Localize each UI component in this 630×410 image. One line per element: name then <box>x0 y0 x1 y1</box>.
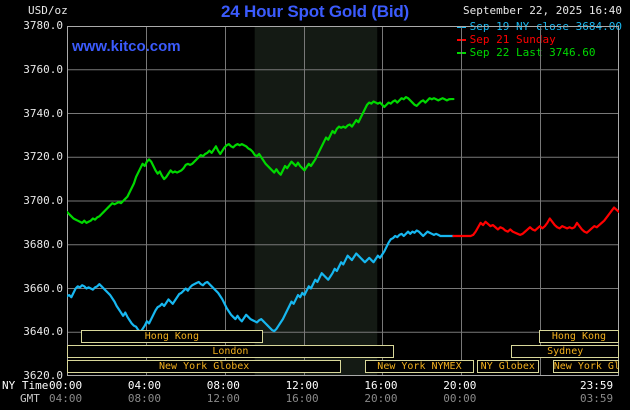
y-axis-unit-label: USD/oz <box>28 4 68 17</box>
price-chart-svg <box>67 26 619 376</box>
y-axis-tick-label: 3620.0 <box>23 369 63 382</box>
page-title: 24 Hour Spot Gold (Bid) <box>220 2 410 21</box>
price-series-line <box>452 206 619 238</box>
x-axis-ny-time-label: NY Time <box>2 379 49 392</box>
x-axis-ny-tick: 20:00 <box>443 379 477 392</box>
legend-item-label: Sep 21 Sunday <box>469 33 556 46</box>
session-bar: Hong Kong <box>538 330 619 343</box>
price-series-line <box>67 95 455 224</box>
x-axis-ny-tick: 16:00 <box>364 379 398 392</box>
x-axis-gmt-tick: 04:00 <box>49 392 83 405</box>
kitco-watermark-link[interactable]: www.kitco.com <box>72 38 181 55</box>
plot-border <box>67 26 619 376</box>
x-axis-ny-tick: 23:59 <box>580 379 614 392</box>
x-axis-ny-tick: 08:00 <box>206 379 240 392</box>
y-axis-tick-label: 3700.0 <box>23 194 63 207</box>
session-bar: Sydney <box>511 345 619 358</box>
x-axis-gmt-tick: 20:00 <box>364 392 398 405</box>
y-axis-tick-label: 3680.0 <box>23 237 63 251</box>
session-bar: London <box>67 345 394 358</box>
timestamp: September 22, 2025 16:40 <box>463 4 622 17</box>
x-axis-gmt-label: GMT <box>20 392 40 405</box>
x-axis-gmt-tick: 00:00 <box>443 392 477 405</box>
x-axis-gmt-tick: 12:00 <box>206 392 240 405</box>
x-axis-ny-tick: 00:00 <box>49 379 83 392</box>
x-axis-ny-tick: 12:00 <box>285 379 319 392</box>
x-axis-gmt-tick: 16:00 <box>285 392 319 405</box>
session-bar: NY Globex <box>476 360 539 373</box>
y-axis-tick-label: 3780.0 <box>23 19 63 32</box>
session-bar: New York NYMEX <box>365 360 474 373</box>
x-axis-ny-tick: 04:00 <box>127 379 161 392</box>
legend-item: Sep 22 Last 3746.60 <box>456 46 622 59</box>
session-bar: New York Globex <box>552 360 619 373</box>
legend-item-label: Sep 22 Last 3746.60 <box>469 46 596 59</box>
y-axis-tick-label: 3740.0 <box>23 106 63 120</box>
session-bar: Hong Kong <box>80 330 263 343</box>
y-axis-tick-label: 3660.0 <box>23 281 63 295</box>
x-axis-gmt-tick: 03:59 <box>580 392 614 405</box>
y-axis-tick-label: 3760.0 <box>23 62 63 76</box>
session-bar: New York Globex <box>67 360 342 373</box>
plot-area <box>67 26 619 376</box>
y-axis-tick-label: 3640.0 <box>23 325 63 339</box>
y-axis-tick-label: 3720.0 <box>23 150 63 164</box>
price-series-line <box>67 229 455 334</box>
x-axis-gmt-tick: 08:00 <box>127 392 161 405</box>
